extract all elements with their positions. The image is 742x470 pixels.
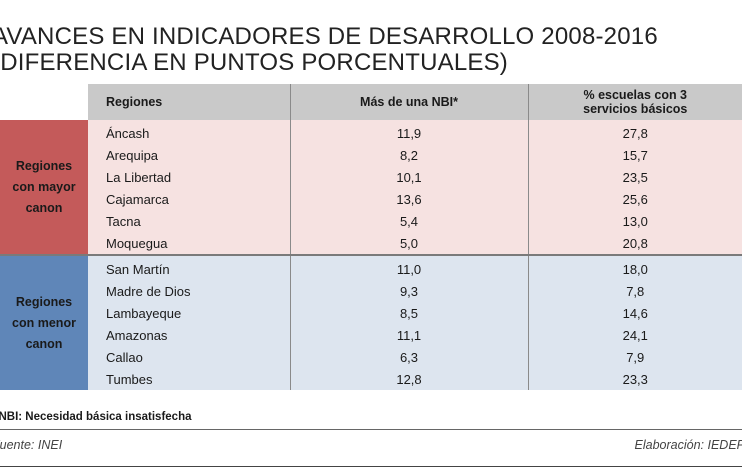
schools-value: 7,8 — [527, 280, 742, 302]
schools-value: 13,0 — [527, 210, 742, 232]
table-row: Amazonas 11,1 24,1 — [0, 324, 742, 346]
table-row: Tumbes 12,8 23,3 — [0, 368, 742, 390]
nbi-value: 11,1 — [289, 324, 528, 346]
credit-note: Elaboración: IEDEP — [634, 438, 742, 452]
schools-value: 15,7 — [527, 144, 742, 166]
footnote: *NBI: Necesidad básica insatisfecha — [0, 411, 192, 423]
schools-value: 23,5 — [527, 166, 742, 188]
schools-value: 20,8 — [527, 232, 742, 255]
header-blank-cell — [0, 84, 88, 120]
indicators-table: Regiones Más de una NBI* % escuelas con … — [0, 84, 742, 390]
table-row: Regiones con menor canon San Martín 11,0… — [0, 254, 742, 390]
nbi-value: 11,0 — [289, 254, 528, 280]
nbi-value: 5,4 — [289, 210, 528, 232]
group-label-line: con mayor — [12, 179, 76, 194]
table-row: Regiones con mayor canon Áncash 11,9 27,… — [0, 120, 742, 255]
table-row: Cajamarca 13,6 25,6 — [0, 188, 742, 210]
table-row: Callao 6,3 7,9 — [0, 346, 742, 368]
region-name: Lambayeque — [88, 302, 290, 324]
nbi-value: 12,8 — [289, 368, 528, 390]
source-note: Fuente: INEI — [0, 438, 63, 452]
region-name: Amazonas — [88, 324, 290, 346]
group-label-line: canon — [25, 200, 63, 215]
schools-value: 18,0 — [527, 254, 742, 280]
region-name: La Libertad — [88, 166, 290, 188]
header-schools-line-2: servicios básicos — [583, 102, 688, 116]
schools-value: 27,8 — [527, 120, 742, 144]
group-label-line: Regiones — [15, 158, 73, 173]
nbi-value: 10,1 — [289, 166, 528, 188]
region-name: Arequipa — [88, 144, 290, 166]
table-row: Lambayeque 8,5 14,6 — [0, 302, 742, 324]
group-label-line: canon — [25, 336, 63, 351]
region-name: Tumbes — [88, 368, 290, 390]
schools-value: 24,1 — [527, 324, 742, 346]
nbi-value: 11,9 — [289, 120, 528, 144]
table-row: Moquegua 5,0 20,8 — [0, 232, 742, 255]
table-header-row: Regiones Más de una NBI* % escuelas con … — [0, 84, 742, 120]
nbi-value: 13,6 — [289, 188, 528, 210]
nbi-value: 8,5 — [289, 302, 528, 324]
header-regions: Regiones — [88, 84, 290, 120]
divider — [0, 466, 742, 467]
header-nbi: Más de una NBI* — [289, 84, 528, 120]
region-name: Áncash — [88, 120, 290, 144]
title-line-1: AVANCES EN INDICADORES DE DESARROLLO 200… — [0, 23, 658, 50]
nbi-value: 9,3 — [289, 280, 528, 302]
region-name: Callao — [88, 346, 290, 368]
table-row: Arequipa 8,2 15,7 — [0, 144, 742, 166]
schools-value: 25,6 — [527, 188, 742, 210]
table-row: La Libertad 10,1 23,5 — [0, 166, 742, 188]
page-title: AVANCES EN INDICADORES DE DESARROLLO 200… — [0, 24, 658, 76]
header-schools: % escuelas con 3 servicios básicos — [527, 84, 742, 120]
title-line-2: (DIFERENCIA EN PUNTOS PORCENTUALES) — [0, 49, 508, 76]
nbi-value: 6,3 — [289, 346, 528, 368]
nbi-value: 5,0 — [289, 232, 528, 255]
table-row: Madre de Dios 9,3 7,8 — [0, 280, 742, 302]
region-name: San Martín — [88, 254, 290, 280]
divider — [0, 429, 742, 430]
header-schools-line-1: % escuelas con 3 — [583, 88, 688, 102]
group-label-line: Regiones — [15, 294, 73, 309]
region-name: Madre de Dios — [88, 280, 290, 302]
table-row: Tacna 5,4 13,0 — [0, 210, 742, 232]
group-label-high: Regiones con mayor canon — [0, 120, 88, 255]
schools-value: 23,3 — [527, 368, 742, 390]
region-name: Tacna — [88, 210, 290, 232]
region-name: Cajamarca — [88, 188, 290, 210]
group-label-line: con menor — [12, 315, 76, 330]
group-label-low: Regiones con menor canon — [0, 254, 88, 390]
schools-value: 7,9 — [527, 346, 742, 368]
schools-value: 14,6 — [527, 302, 742, 324]
nbi-value: 8,2 — [289, 144, 528, 166]
region-name: Moquegua — [88, 232, 290, 255]
